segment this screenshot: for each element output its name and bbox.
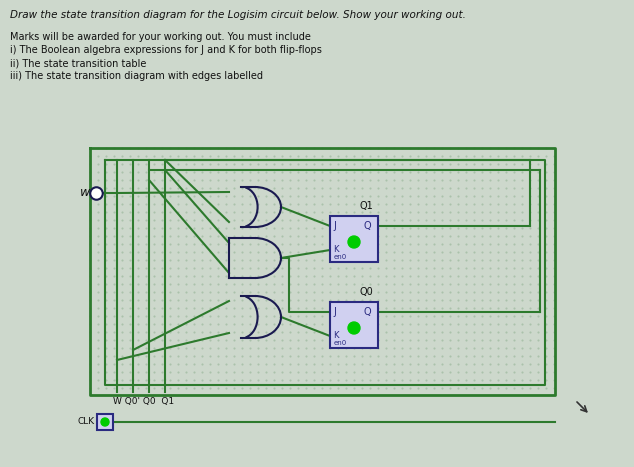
Circle shape xyxy=(348,236,360,248)
Text: J: J xyxy=(333,307,336,317)
Text: en0: en0 xyxy=(334,340,347,346)
Text: Q: Q xyxy=(363,307,371,317)
Text: Q: Q xyxy=(363,221,371,231)
Text: Draw the state transition diagram for the Logisim circuit below. Show your worki: Draw the state transition diagram for th… xyxy=(10,10,466,20)
Text: J: J xyxy=(333,221,336,231)
Text: Q1: Q1 xyxy=(359,201,373,211)
Text: iii) The state transition diagram with edges labelled: iii) The state transition diagram with e… xyxy=(10,71,263,81)
Circle shape xyxy=(101,418,109,426)
Text: W Q0' Q0  Q1: W Q0' Q0 Q1 xyxy=(113,397,174,406)
Text: Q0: Q0 xyxy=(359,287,373,297)
Text: CLK: CLK xyxy=(78,417,95,426)
Text: w: w xyxy=(80,186,90,199)
Text: K: K xyxy=(333,246,339,255)
Circle shape xyxy=(348,322,360,334)
Text: ii) The state transition table: ii) The state transition table xyxy=(10,58,146,68)
Bar xyxy=(97,414,113,430)
Text: i) The Boolean algebra expressions for J and K for both flip-flops: i) The Boolean algebra expressions for J… xyxy=(10,45,322,55)
Bar xyxy=(330,302,378,348)
Bar xyxy=(330,216,378,262)
Text: Marks will be awarded for your working out. You must include: Marks will be awarded for your working o… xyxy=(10,32,311,42)
Text: en0: en0 xyxy=(334,254,347,260)
Text: K: K xyxy=(333,332,339,340)
